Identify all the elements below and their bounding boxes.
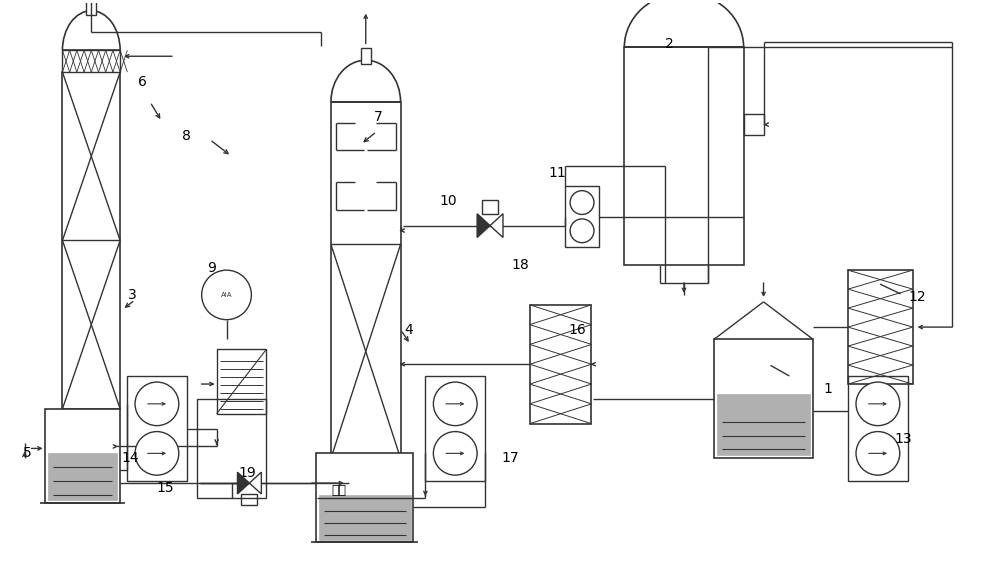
Text: 5: 5 bbox=[23, 446, 32, 460]
Bar bbox=[319, 495, 411, 540]
Text: 6: 6 bbox=[138, 75, 146, 89]
Bar bbox=[217, 350, 266, 414]
Bar bbox=[316, 453, 413, 543]
Bar bbox=[241, 494, 257, 505]
Bar bbox=[425, 376, 485, 481]
Bar bbox=[848, 270, 913, 384]
Text: 3: 3 bbox=[128, 288, 136, 302]
Circle shape bbox=[856, 382, 900, 426]
Text: 15: 15 bbox=[156, 481, 174, 495]
Bar bbox=[530, 305, 591, 423]
Text: 2: 2 bbox=[665, 37, 673, 52]
Bar bbox=[62, 50, 120, 72]
Text: 8: 8 bbox=[182, 129, 191, 143]
Text: 18: 18 bbox=[511, 258, 529, 272]
Text: 7: 7 bbox=[374, 109, 383, 124]
Bar bbox=[848, 376, 908, 481]
Bar bbox=[197, 399, 266, 498]
Text: 19: 19 bbox=[239, 466, 256, 480]
Bar bbox=[127, 376, 187, 481]
Bar bbox=[717, 394, 810, 456]
Circle shape bbox=[856, 431, 900, 475]
Bar bbox=[62, 72, 120, 409]
Circle shape bbox=[433, 382, 477, 426]
Text: 槽区: 槽区 bbox=[331, 484, 346, 497]
Text: 10: 10 bbox=[439, 194, 457, 208]
Circle shape bbox=[570, 191, 594, 214]
Bar bbox=[48, 453, 117, 500]
Text: 13: 13 bbox=[894, 431, 912, 446]
Text: 16: 16 bbox=[569, 323, 586, 336]
Bar bbox=[86, 0, 96, 15]
Polygon shape bbox=[490, 214, 503, 237]
Text: 4: 4 bbox=[404, 323, 413, 336]
Polygon shape bbox=[477, 214, 490, 237]
Bar bbox=[744, 113, 764, 135]
Bar bbox=[331, 102, 401, 458]
Text: 11: 11 bbox=[549, 166, 567, 180]
Polygon shape bbox=[249, 472, 261, 494]
Circle shape bbox=[570, 219, 594, 243]
Circle shape bbox=[135, 382, 179, 426]
Text: 14: 14 bbox=[121, 452, 139, 465]
Circle shape bbox=[202, 270, 251, 320]
Bar bbox=[45, 409, 120, 503]
Circle shape bbox=[135, 431, 179, 475]
Text: 17: 17 bbox=[501, 452, 519, 465]
Bar bbox=[361, 48, 371, 64]
Bar bbox=[714, 339, 813, 458]
Bar bbox=[624, 48, 744, 265]
Bar bbox=[482, 200, 498, 214]
Circle shape bbox=[433, 431, 477, 475]
Text: 1: 1 bbox=[824, 382, 833, 396]
Polygon shape bbox=[237, 472, 249, 494]
Bar bbox=[565, 186, 599, 248]
Text: 9: 9 bbox=[207, 261, 216, 275]
Text: AIA: AIA bbox=[221, 292, 232, 298]
Text: 12: 12 bbox=[909, 290, 926, 304]
